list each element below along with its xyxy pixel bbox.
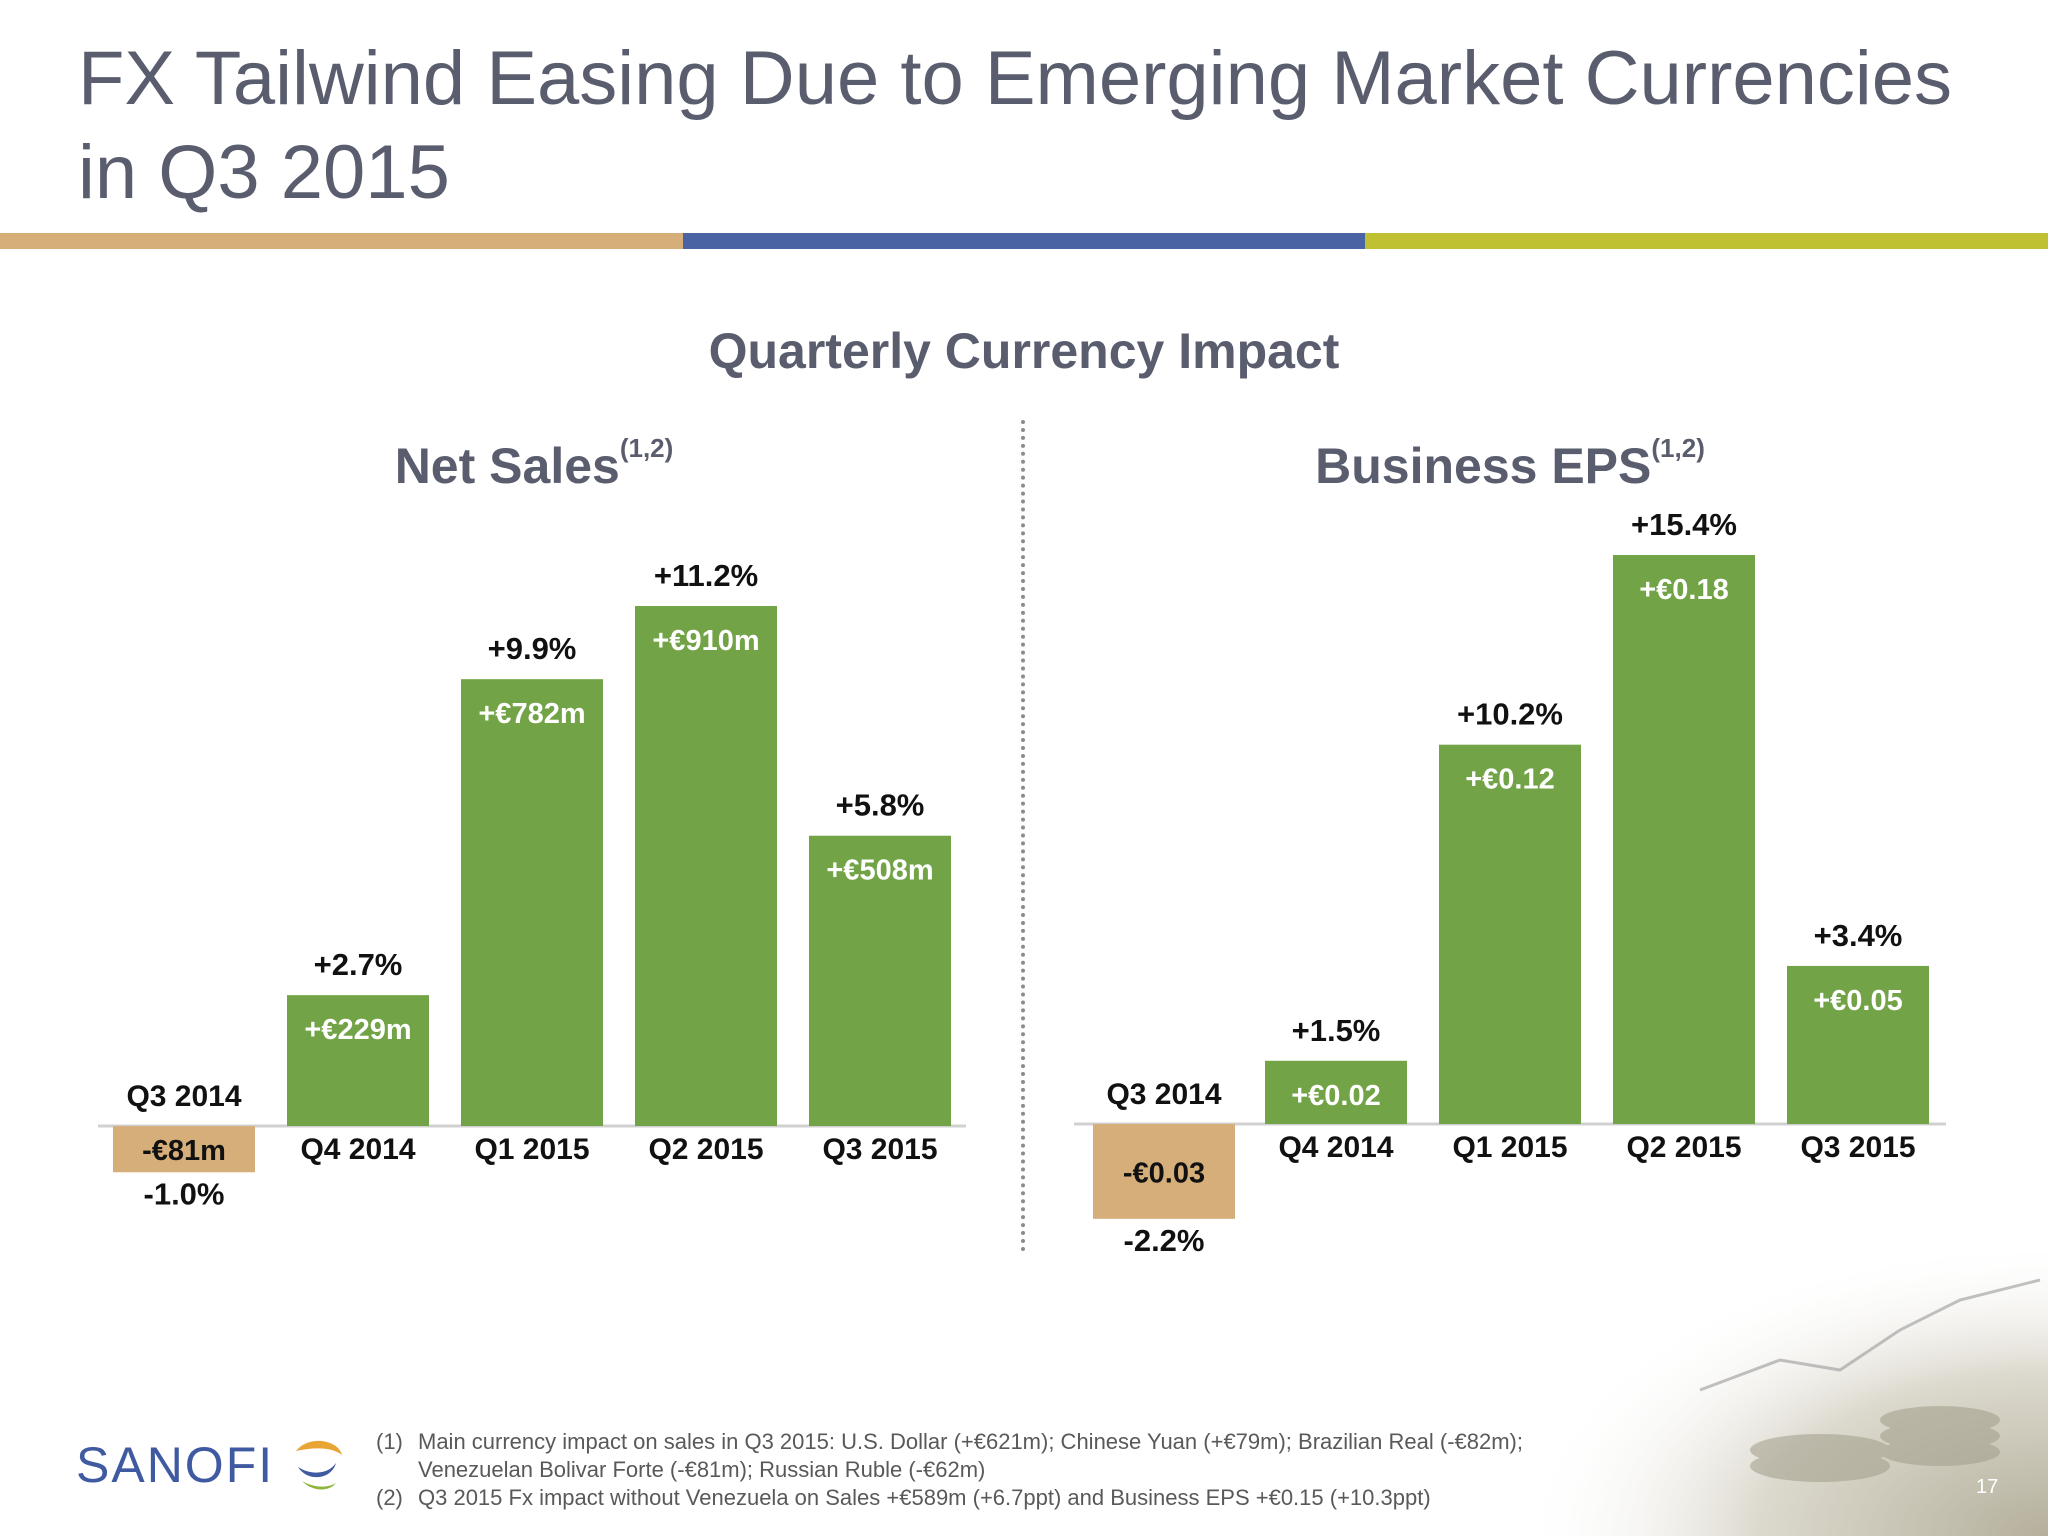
chart-main-title: Quarterly Currency Impact	[708, 323, 1340, 379]
business-eps-bar-2	[1265, 1060, 1407, 1124]
header-rule-tan	[0, 233, 683, 249]
business-eps-value-label-3: +€0.12	[1465, 764, 1555, 796]
business-eps-category-label-2: Q4 2014	[1278, 1131, 1393, 1164]
net-sales-value-label-2: +€229m	[304, 1014, 411, 1046]
footnote-2-number: (2)	[376, 1485, 403, 1510]
page-number: 17	[1976, 1476, 1999, 1498]
sanofi-logo-text: SANOFI	[76, 1437, 275, 1493]
net-sales-category-label-3: Q1 2015	[474, 1133, 589, 1166]
chart-divider	[1021, 420, 1025, 1252]
sanofi-logo: SANOFI	[76, 1436, 346, 1494]
net-sales-value-label-3: +€782m	[478, 698, 585, 730]
business-eps-category-label-5: Q3 2015	[1800, 1131, 1915, 1164]
business-eps-value-label-2: +€0.02	[1291, 1080, 1381, 1112]
footnotes: (1) Main currency impact on sales in Q3 …	[376, 1428, 1636, 1512]
net-sales-bar-2	[287, 995, 429, 1126]
net-sales-chart-title: Net Sales(1,2)	[84, 433, 984, 495]
net-sales-bar-3	[461, 679, 603, 1126]
business-eps-value-label-4: +€0.18	[1639, 574, 1729, 606]
business-eps-value-label-5: +€0.05	[1813, 985, 1903, 1017]
business-eps-title-text: Business EPS	[1315, 438, 1652, 494]
net-sales-pct-label-3: +9.9%	[488, 631, 577, 666]
net-sales-category-label-2: Q4 2014	[300, 1133, 415, 1166]
net-sales-value-label-5: +€508m	[826, 855, 933, 887]
footnote-2: (2) Q3 2015 Fx impact without Venezuela …	[376, 1484, 1636, 1512]
business-eps-bar-5	[1787, 965, 1929, 1124]
business-eps-pct-label-2: +1.5%	[1292, 1013, 1381, 1048]
bar-charts: -€81m -1.0% Q3 2014 +€229m +2.7% Q4 2014 +€782…	[98, 507, 1946, 1258]
business-eps-title-footnote: (1,2)	[1651, 433, 1705, 463]
net-sales-bar-4	[635, 606, 777, 1126]
coins-decoration	[1520, 1240, 2048, 1536]
net-sales-category-label-1: Q3 2014	[126, 1080, 241, 1113]
footnote-1-text: Main currency impact on sales in Q3 2015…	[418, 1429, 1523, 1482]
business-eps-pct-label-1: -2.2%	[1124, 1223, 1205, 1258]
slide-title: FX Tailwind Easing Due to Emerging Marke…	[78, 32, 1978, 220]
net-sales-category-label-5: Q3 2015	[822, 1133, 937, 1166]
net-sales-title-text: Net Sales	[394, 438, 620, 494]
business-eps-bar-4	[1613, 555, 1755, 1124]
footnote-2-text: Q3 2015 Fx impact without Venezuela on S…	[418, 1485, 1431, 1510]
net-sales-value-label-4: +€910m	[652, 625, 759, 657]
business-eps-value-label-1: -€0.03	[1123, 1157, 1205, 1189]
footnote-1-number: (1)	[376, 1429, 403, 1454]
net-sales-bar-1	[113, 1126, 255, 1173]
net-sales-category-label-4: Q2 2015	[648, 1133, 763, 1166]
business-eps-pct-label-5: +3.4%	[1814, 918, 1903, 953]
business-eps-category-label-3: Q1 2015	[1452, 1131, 1567, 1164]
net-sales-title-footnote: (1,2)	[619, 433, 674, 463]
sanofi-swirl-icon	[296, 1440, 343, 1490]
header-rule-olive	[1365, 233, 2048, 249]
net-sales-pct-label-1: -1.0%	[144, 1176, 225, 1211]
business-eps-category-label-4: Q2 2015	[1626, 1131, 1741, 1164]
net-sales-pct-label-2: +2.7%	[314, 947, 403, 982]
business-eps-chart-title: Business EPS(1,2)	[1060, 433, 1960, 495]
net-sales-pct-label-5: +5.8%	[836, 788, 925, 823]
footnote-1: (1) Main currency impact on sales in Q3 …	[376, 1428, 1636, 1484]
header-rule-blue	[683, 233, 1365, 249]
business-eps-bar-1	[1093, 1124, 1235, 1219]
slide-title-line2: in Q3 2015	[78, 130, 450, 215]
net-sales-value-label-1: -€81m	[142, 1135, 226, 1167]
net-sales-pct-label-4: +11.2%	[654, 558, 758, 593]
net-sales-bar-5	[809, 835, 951, 1126]
business-eps-pct-label-4: +15.4%	[1631, 507, 1737, 542]
business-eps-category-label-1: Q3 2014	[1106, 1078, 1221, 1111]
business-eps-bar-3	[1439, 744, 1581, 1124]
business-eps-pct-label-3: +10.2%	[1457, 697, 1563, 732]
slide-title-line1: FX Tailwind Easing Due to Emerging Marke…	[78, 36, 1953, 121]
